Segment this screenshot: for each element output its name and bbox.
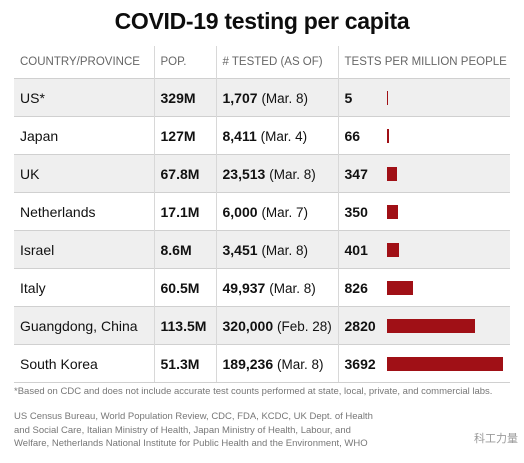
per-million-value: 347 bbox=[344, 165, 368, 182]
table-row: Netherlands 17.1M 6,000 (Mar. 7) 350 bbox=[14, 192, 510, 231]
table-row: UK 67.8M 23,513 (Mar. 8) 347 bbox=[14, 154, 510, 193]
cell-country: South Korea bbox=[14, 344, 154, 383]
cell-per-million: 350 bbox=[337, 192, 510, 231]
cell-per-million: 347 bbox=[337, 154, 510, 193]
header-row: COUNTRY/PROVINCE POP. # TESTED (AS OF) T… bbox=[14, 46, 510, 79]
footnote: *Based on CDC and does not include accur… bbox=[14, 386, 493, 397]
per-million-bar bbox=[386, 318, 476, 333]
cell-per-million: 2820 bbox=[337, 306, 510, 345]
per-million-value: 5 bbox=[344, 89, 353, 106]
cell-population: 8.6M bbox=[153, 230, 216, 269]
cell-country: Netherlands bbox=[14, 192, 154, 231]
table-body: US* 329M 1,707 (Mar. 8) 5 Japan 127M 8,411 (Ma… bbox=[14, 78, 510, 383]
cell-country: UK bbox=[14, 154, 154, 193]
tested-date: (Mar. 8) bbox=[269, 166, 316, 182]
column-header-tested: # TESTED (AS OF) bbox=[215, 46, 338, 79]
table-row: US* 329M 1,707 (Mar. 8) 5 bbox=[14, 78, 510, 117]
cell-tested: 189,236 (Mar. 8) bbox=[215, 344, 338, 383]
testing-table: COUNTRY/PROVINCE POP. # TESTED (AS OF) T… bbox=[14, 46, 510, 383]
cell-per-million: 5 bbox=[337, 78, 510, 117]
cell-population: 113.5M bbox=[153, 306, 216, 345]
tested-date: (Mar. 8) bbox=[277, 356, 324, 372]
tested-date: (Feb. 28) bbox=[277, 318, 332, 334]
tested-count: 3,451 bbox=[222, 241, 258, 258]
per-million-bar bbox=[386, 128, 389, 143]
cell-country: US* bbox=[14, 78, 154, 117]
per-million-bar bbox=[386, 280, 413, 295]
cell-per-million: 401 bbox=[337, 230, 510, 269]
cell-tested: 320,000 (Feb. 28) bbox=[215, 306, 338, 345]
tested-count: 189,236 bbox=[222, 355, 274, 372]
tested-date: (Mar. 8) bbox=[261, 90, 308, 106]
column-header-pop: POP. bbox=[153, 46, 216, 79]
tested-date: (Mar. 8) bbox=[269, 280, 316, 296]
tested-count: 49,937 bbox=[222, 279, 266, 296]
watermark: 科工力量 bbox=[474, 433, 518, 445]
cell-tested: 3,451 (Mar. 8) bbox=[215, 230, 338, 269]
cell-population: 67.8M bbox=[153, 154, 216, 193]
source-line: US Census Bureau, World Population Revie… bbox=[14, 411, 373, 422]
cell-tested: 1,707 (Mar. 8) bbox=[215, 78, 338, 117]
cell-country: Israel bbox=[14, 230, 154, 269]
tested-count: 6,000 bbox=[222, 203, 258, 220]
per-million-value: 2820 bbox=[344, 317, 376, 334]
per-million-bar bbox=[386, 242, 400, 257]
cell-tested: 23,513 (Mar. 8) bbox=[215, 154, 338, 193]
tested-count: 1,707 bbox=[222, 89, 258, 106]
tested-count: 8,411 bbox=[222, 127, 257, 144]
cell-population: 17.1M bbox=[153, 192, 216, 231]
source-text: US Census Bureau, World Population Revie… bbox=[14, 410, 414, 451]
per-million-value: 826 bbox=[344, 279, 368, 296]
tested-count: 320,000 bbox=[222, 317, 274, 334]
cell-population: 51.3M bbox=[153, 344, 216, 383]
cell-country: Japan bbox=[14, 116, 154, 155]
per-million-bar bbox=[386, 204, 398, 219]
table-row: Italy 60.5M 49,937 (Mar. 8) 826 bbox=[14, 268, 510, 307]
cell-per-million: 826 bbox=[337, 268, 510, 307]
column-header-per-million: TESTS PER MILLION PEOPLE bbox=[337, 46, 510, 79]
cell-country: Guangdong, China bbox=[14, 306, 154, 345]
cell-country: Italy bbox=[14, 268, 154, 307]
cell-tested: 8,411 (Mar. 4) bbox=[215, 116, 338, 155]
tested-date: (Mar. 8) bbox=[261, 242, 308, 258]
per-million-bar bbox=[386, 166, 398, 181]
per-million-bar bbox=[386, 356, 503, 371]
per-million-value: 350 bbox=[344, 203, 368, 220]
source-line: Welfare, Netherlands National Institute … bbox=[14, 438, 368, 450]
table-row: Israel 8.6M 3,451 (Mar. 8) 401 bbox=[14, 230, 510, 269]
per-million-value: 401 bbox=[344, 241, 368, 258]
cell-per-million: 66 bbox=[337, 116, 510, 155]
per-million-bar bbox=[386, 90, 388, 105]
per-million-value: 3692 bbox=[344, 355, 376, 372]
table-row: South Korea 51.3M 189,236 (Mar. 8) 3692 bbox=[14, 344, 510, 383]
cell-population: 329M bbox=[153, 78, 216, 117]
per-million-value: 66 bbox=[344, 127, 361, 144]
tested-date: (Mar. 4) bbox=[260, 128, 308, 144]
tested-count: 23,513 bbox=[222, 165, 266, 182]
tested-date: (Mar. 7) bbox=[261, 204, 308, 220]
chart-title: COVID-19 testing per capita bbox=[114, 8, 410, 34]
cell-tested: 49,937 (Mar. 8) bbox=[215, 268, 338, 307]
cell-per-million: 3692 bbox=[337, 344, 510, 383]
cell-tested: 6,000 (Mar. 7) bbox=[215, 192, 338, 231]
cell-population: 60.5M bbox=[153, 268, 216, 307]
table-row: Guangdong, China 113.5M 320,000 (Feb. 28) 2… bbox=[14, 306, 510, 345]
source-line: and Social Care, Italian Ministry of Hea… bbox=[14, 424, 351, 436]
column-header-country: COUNTRY/PROVINCE bbox=[14, 46, 154, 79]
cell-population: 127M bbox=[153, 116, 216, 155]
table-row: Japan 127M 8,411 (Mar. 4) 66 bbox=[14, 116, 510, 155]
